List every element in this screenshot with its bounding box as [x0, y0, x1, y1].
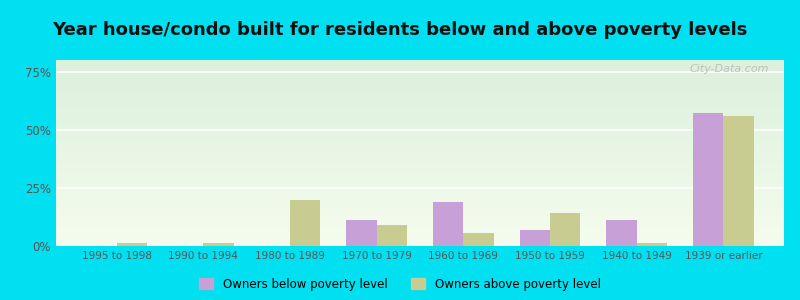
Bar [377, 225, 407, 246]
Bar [117, 242, 147, 246]
Bar [606, 220, 637, 246]
Bar [290, 200, 320, 246]
Bar [637, 242, 667, 246]
Bar [520, 230, 550, 246]
Legend: Owners below poverty level, Owners above poverty level: Owners below poverty level, Owners above… [196, 274, 604, 294]
Bar [723, 116, 754, 246]
Bar [346, 220, 377, 246]
Bar [550, 214, 580, 246]
Bar [433, 202, 463, 246]
Text: Year house/condo built for residents below and above poverty levels: Year house/condo built for residents bel… [52, 21, 748, 39]
Bar [693, 113, 723, 246]
Text: City-Data.com: City-Data.com [690, 64, 770, 74]
Bar [203, 242, 234, 246]
Bar [463, 233, 494, 246]
